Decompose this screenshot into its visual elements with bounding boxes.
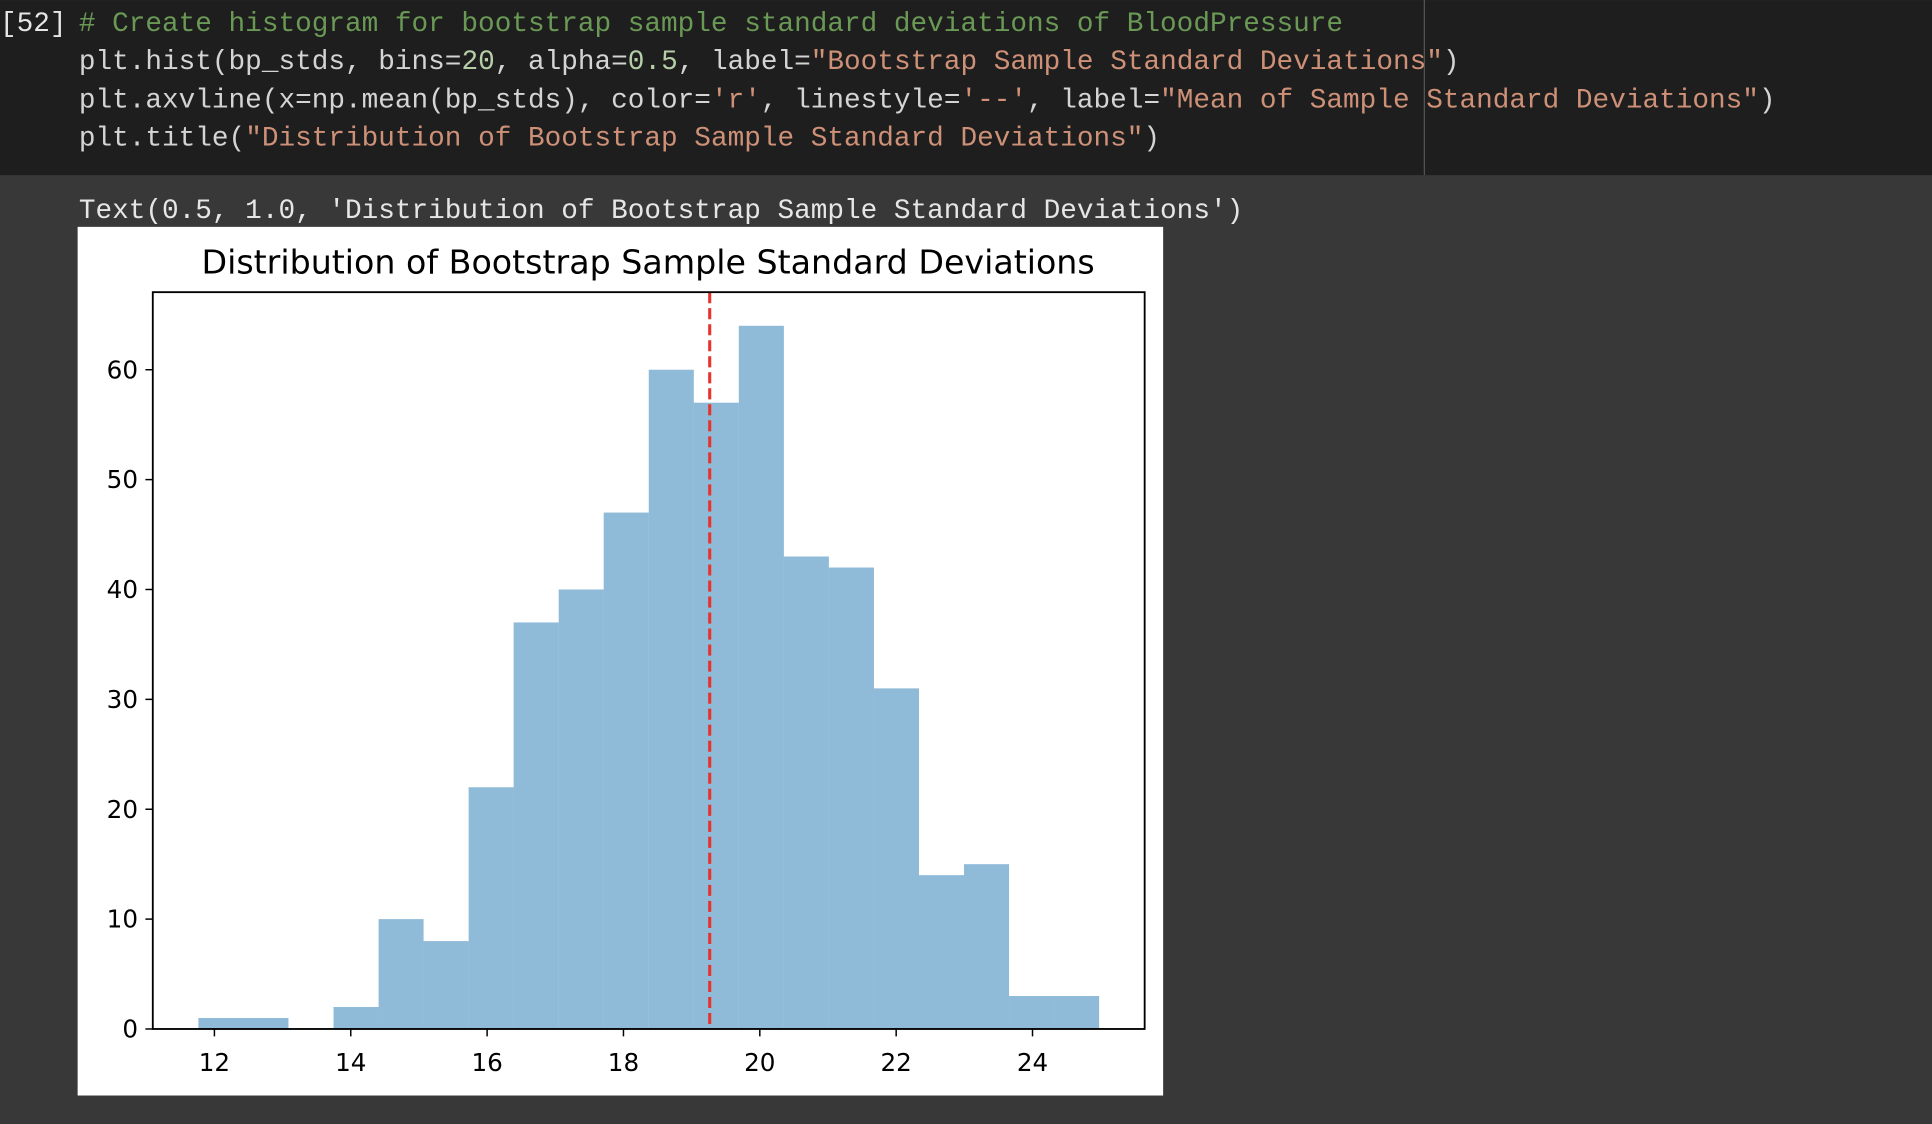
code-token: "Distribution of Bootstrap Sample Standa… [245, 124, 1143, 155]
bar [783, 556, 829, 1029]
bar [558, 589, 604, 1029]
bar [423, 941, 469, 1029]
code-token: "Mean of Sample Standard Deviations" [1160, 85, 1759, 116]
code-token: plt.hist(bp_stds, bins= [79, 47, 462, 78]
x-tick-label: 24 [1017, 1048, 1048, 1077]
x-tick-label: 16 [471, 1048, 502, 1077]
code-token: plt.title( [79, 124, 245, 155]
x-tick-label: 20 [744, 1048, 775, 1077]
chart-title: Distribution of Bootstrap Sample Standar… [201, 243, 1094, 282]
code-token: "Bootstrap Sample Standard Deviations" [811, 47, 1443, 78]
execution-count: [52] [0, 9, 67, 40]
comment: # Create histogram for bootstrap sample … [79, 9, 1343, 40]
code-area [0, 0, 1932, 176]
code-token: ) [1143, 124, 1160, 155]
y-tick-label: 10 [107, 905, 138, 934]
bar [919, 875, 964, 1029]
bar [963, 864, 1010, 1029]
x-tick-label: 22 [880, 1048, 911, 1077]
code-token: plt.axvline(x=np.mean(bp_stds), color= [79, 85, 711, 116]
code-line: # Create histogram for bootstrap sample … [79, 9, 1343, 40]
code-token: ) [1759, 85, 1776, 116]
bar [603, 512, 649, 1029]
bar [693, 402, 739, 1029]
bar [873, 688, 920, 1029]
bar [333, 1007, 379, 1029]
bar [468, 787, 514, 1029]
code-token: '--' [960, 85, 1027, 116]
code-token: 'r' [711, 85, 761, 116]
bar [513, 622, 559, 1029]
bar [243, 1017, 289, 1029]
x-tick-label: 18 [608, 1048, 639, 1077]
bar [648, 369, 694, 1029]
y-tick-label: 60 [107, 355, 138, 384]
output-text: Text(0.5, 1.0, 'Distribution of Bootstra… [79, 196, 1243, 227]
code-line: plt.title("Distribution of Bootstrap Sam… [79, 124, 1160, 155]
x-tick-label: 12 [199, 1048, 230, 1077]
axes-frame [151, 291, 1146, 1030]
code-token: 20 [461, 47, 494, 78]
y-tick-label: 20 [107, 795, 138, 824]
y-tick-label: 30 [107, 685, 138, 714]
bar [828, 567, 874, 1029]
code-token: ) [1443, 47, 1460, 78]
y-tick-label: 40 [107, 575, 138, 604]
code-token: , label= [678, 47, 811, 78]
y-tick-label: 0 [122, 1015, 138, 1044]
code-token: 0.5 [628, 47, 678, 78]
code-line: plt.axvline(x=np.mean(bp_stds), color='r… [79, 85, 1776, 116]
bar [378, 919, 424, 1029]
bar [738, 325, 784, 1029]
x-tick-label: 14 [335, 1048, 366, 1077]
code-token: , alpha= [495, 47, 628, 78]
y-tick-label: 50 [107, 465, 138, 494]
bar [1054, 996, 1100, 1029]
chart: Distribution of Bootstrap Sample Standar… [77, 226, 1164, 1096]
code-token: , label= [1027, 85, 1160, 116]
code-token: , linestyle= [761, 85, 961, 116]
code-line: plt.hist(bp_stds, bins=20, alpha=0.5, la… [79, 47, 1460, 78]
bar [198, 1017, 244, 1029]
bar [1009, 996, 1055, 1029]
